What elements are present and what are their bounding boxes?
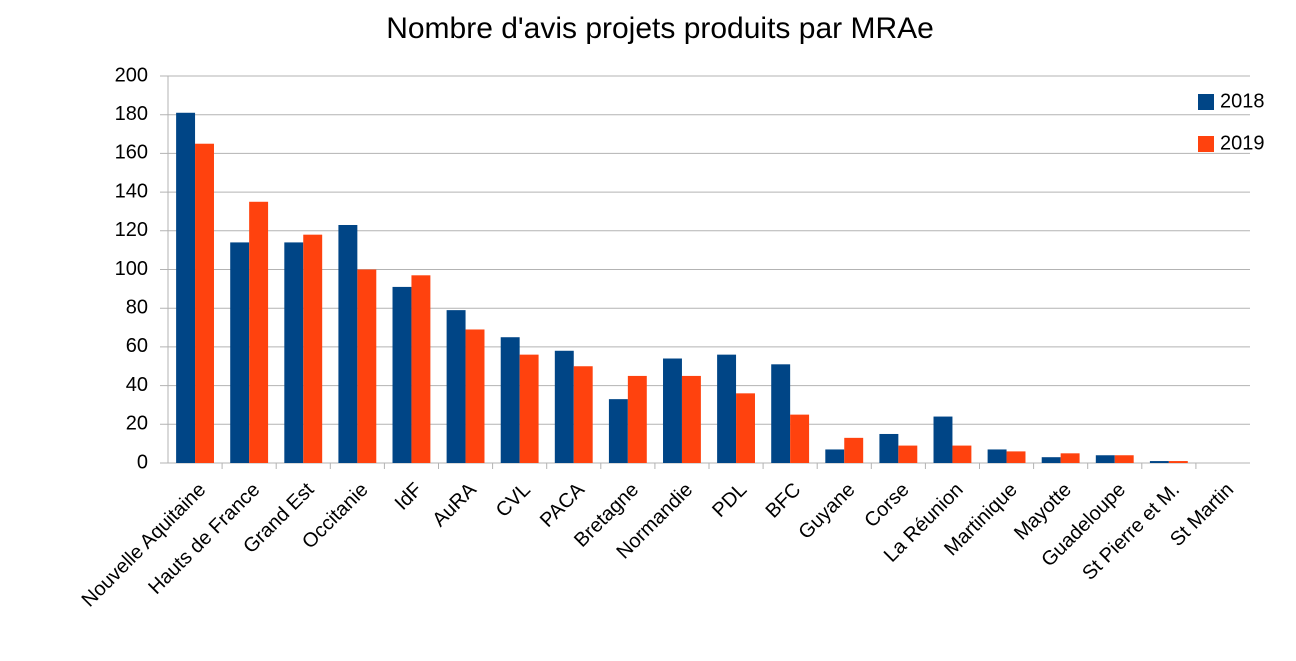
y-tick-label: 160 <box>115 142 148 164</box>
y-tick-label: 200 <box>115 64 148 86</box>
bar <box>338 224 358 463</box>
bar <box>573 366 593 463</box>
y-tick-label: 60 <box>126 335 148 357</box>
legend-swatch <box>1198 136 1214 152</box>
bar <box>627 375 647 463</box>
bar <box>284 242 304 463</box>
x-tick-label: AuRA <box>428 478 481 531</box>
bar <box>1060 453 1080 463</box>
x-tick-label: PDL <box>708 479 751 522</box>
bar <box>1168 461 1188 463</box>
bar <box>952 445 972 463</box>
y-tick-label: 40 <box>126 374 148 396</box>
x-tick-label: IdF <box>391 479 427 515</box>
chart-title: Nombre d'avis projets produits par MRAe <box>386 12 934 45</box>
bar <box>411 275 431 463</box>
bar <box>987 449 1007 463</box>
legend-label: 2019 <box>1220 132 1265 154</box>
x-tick-label: BFC <box>762 479 806 523</box>
bar <box>195 143 214 463</box>
y-tick-label: 140 <box>115 180 148 202</box>
bar <box>879 433 899 463</box>
bar <box>519 354 539 463</box>
x-tick-label: CVL <box>492 479 535 522</box>
bar <box>1041 457 1061 463</box>
bar <box>176 112 196 463</box>
legend-label: 2018 <box>1220 90 1265 112</box>
bar <box>663 358 682 463</box>
bar <box>790 414 810 463</box>
y-tick-label: 100 <box>115 258 148 280</box>
y-tick-label: 0 <box>137 451 148 473</box>
x-tick-label: Guyane <box>794 479 859 544</box>
bar <box>230 242 250 463</box>
bar <box>771 364 791 463</box>
bar <box>1006 451 1026 463</box>
y-tick-label: 180 <box>115 103 148 125</box>
bar <box>681 375 701 463</box>
legend-swatch <box>1198 94 1214 110</box>
bar <box>844 437 864 463</box>
bar <box>249 201 269 463</box>
bar <box>736 393 755 463</box>
bar <box>898 445 918 463</box>
bar <box>500 337 520 463</box>
bar <box>392 286 412 463</box>
bar <box>357 269 377 463</box>
bar <box>933 416 953 463</box>
bar <box>825 449 845 463</box>
bar <box>554 350 574 463</box>
bar <box>303 234 323 463</box>
bar <box>1114 455 1134 463</box>
y-tick-label: 120 <box>115 219 148 241</box>
bar <box>717 354 737 463</box>
bar <box>446 310 466 463</box>
bar <box>608 399 628 463</box>
bar <box>1095 455 1115 463</box>
bar <box>1149 461 1169 463</box>
y-tick-label: 20 <box>126 413 148 435</box>
bar <box>465 329 485 463</box>
x-tick-label: St Pierre et M. <box>1078 479 1184 585</box>
y-tick-label: 80 <box>126 296 148 318</box>
